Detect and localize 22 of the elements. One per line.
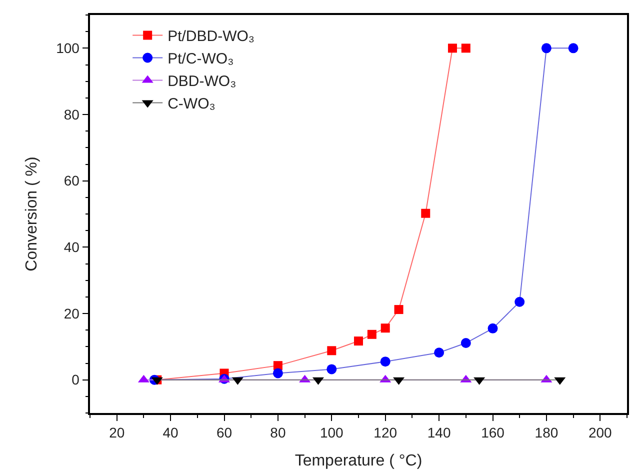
x-tick-label: 100 (320, 424, 344, 441)
x-axis-title: Temperature ( °C) (294, 452, 422, 470)
y-tick-label: 40 (64, 239, 80, 256)
legend-label: Pt/C-WO₃ (168, 50, 234, 68)
x-tick-label: 40 (162, 424, 179, 441)
y-tick-label: 20 (64, 305, 80, 322)
legend-label: DBD-WO₃ (168, 73, 236, 90)
y-tick-label: 80 (64, 106, 80, 122)
x-tick-label: 160 (481, 424, 505, 441)
legend-label: Pt/DBD-WO₃ (168, 28, 255, 46)
y-tick-label: 0 (72, 372, 80, 388)
x-tick-label: 140 (427, 424, 451, 441)
y-axis-title: Conversion ( %) (23, 156, 40, 272)
y-tick-label: 100 (56, 40, 80, 56)
x-tick-label: 200 (588, 424, 612, 441)
x-tick-label: 20 (109, 424, 125, 441)
y-tick-label: 60 (64, 172, 80, 189)
x-tick-label: 60 (216, 424, 232, 441)
legend-label: C-WO₃ (168, 96, 216, 113)
x-tick-label: 80 (270, 424, 286, 441)
x-tick-label: 120 (374, 424, 398, 441)
x-tick-label: 180 (534, 424, 558, 441)
